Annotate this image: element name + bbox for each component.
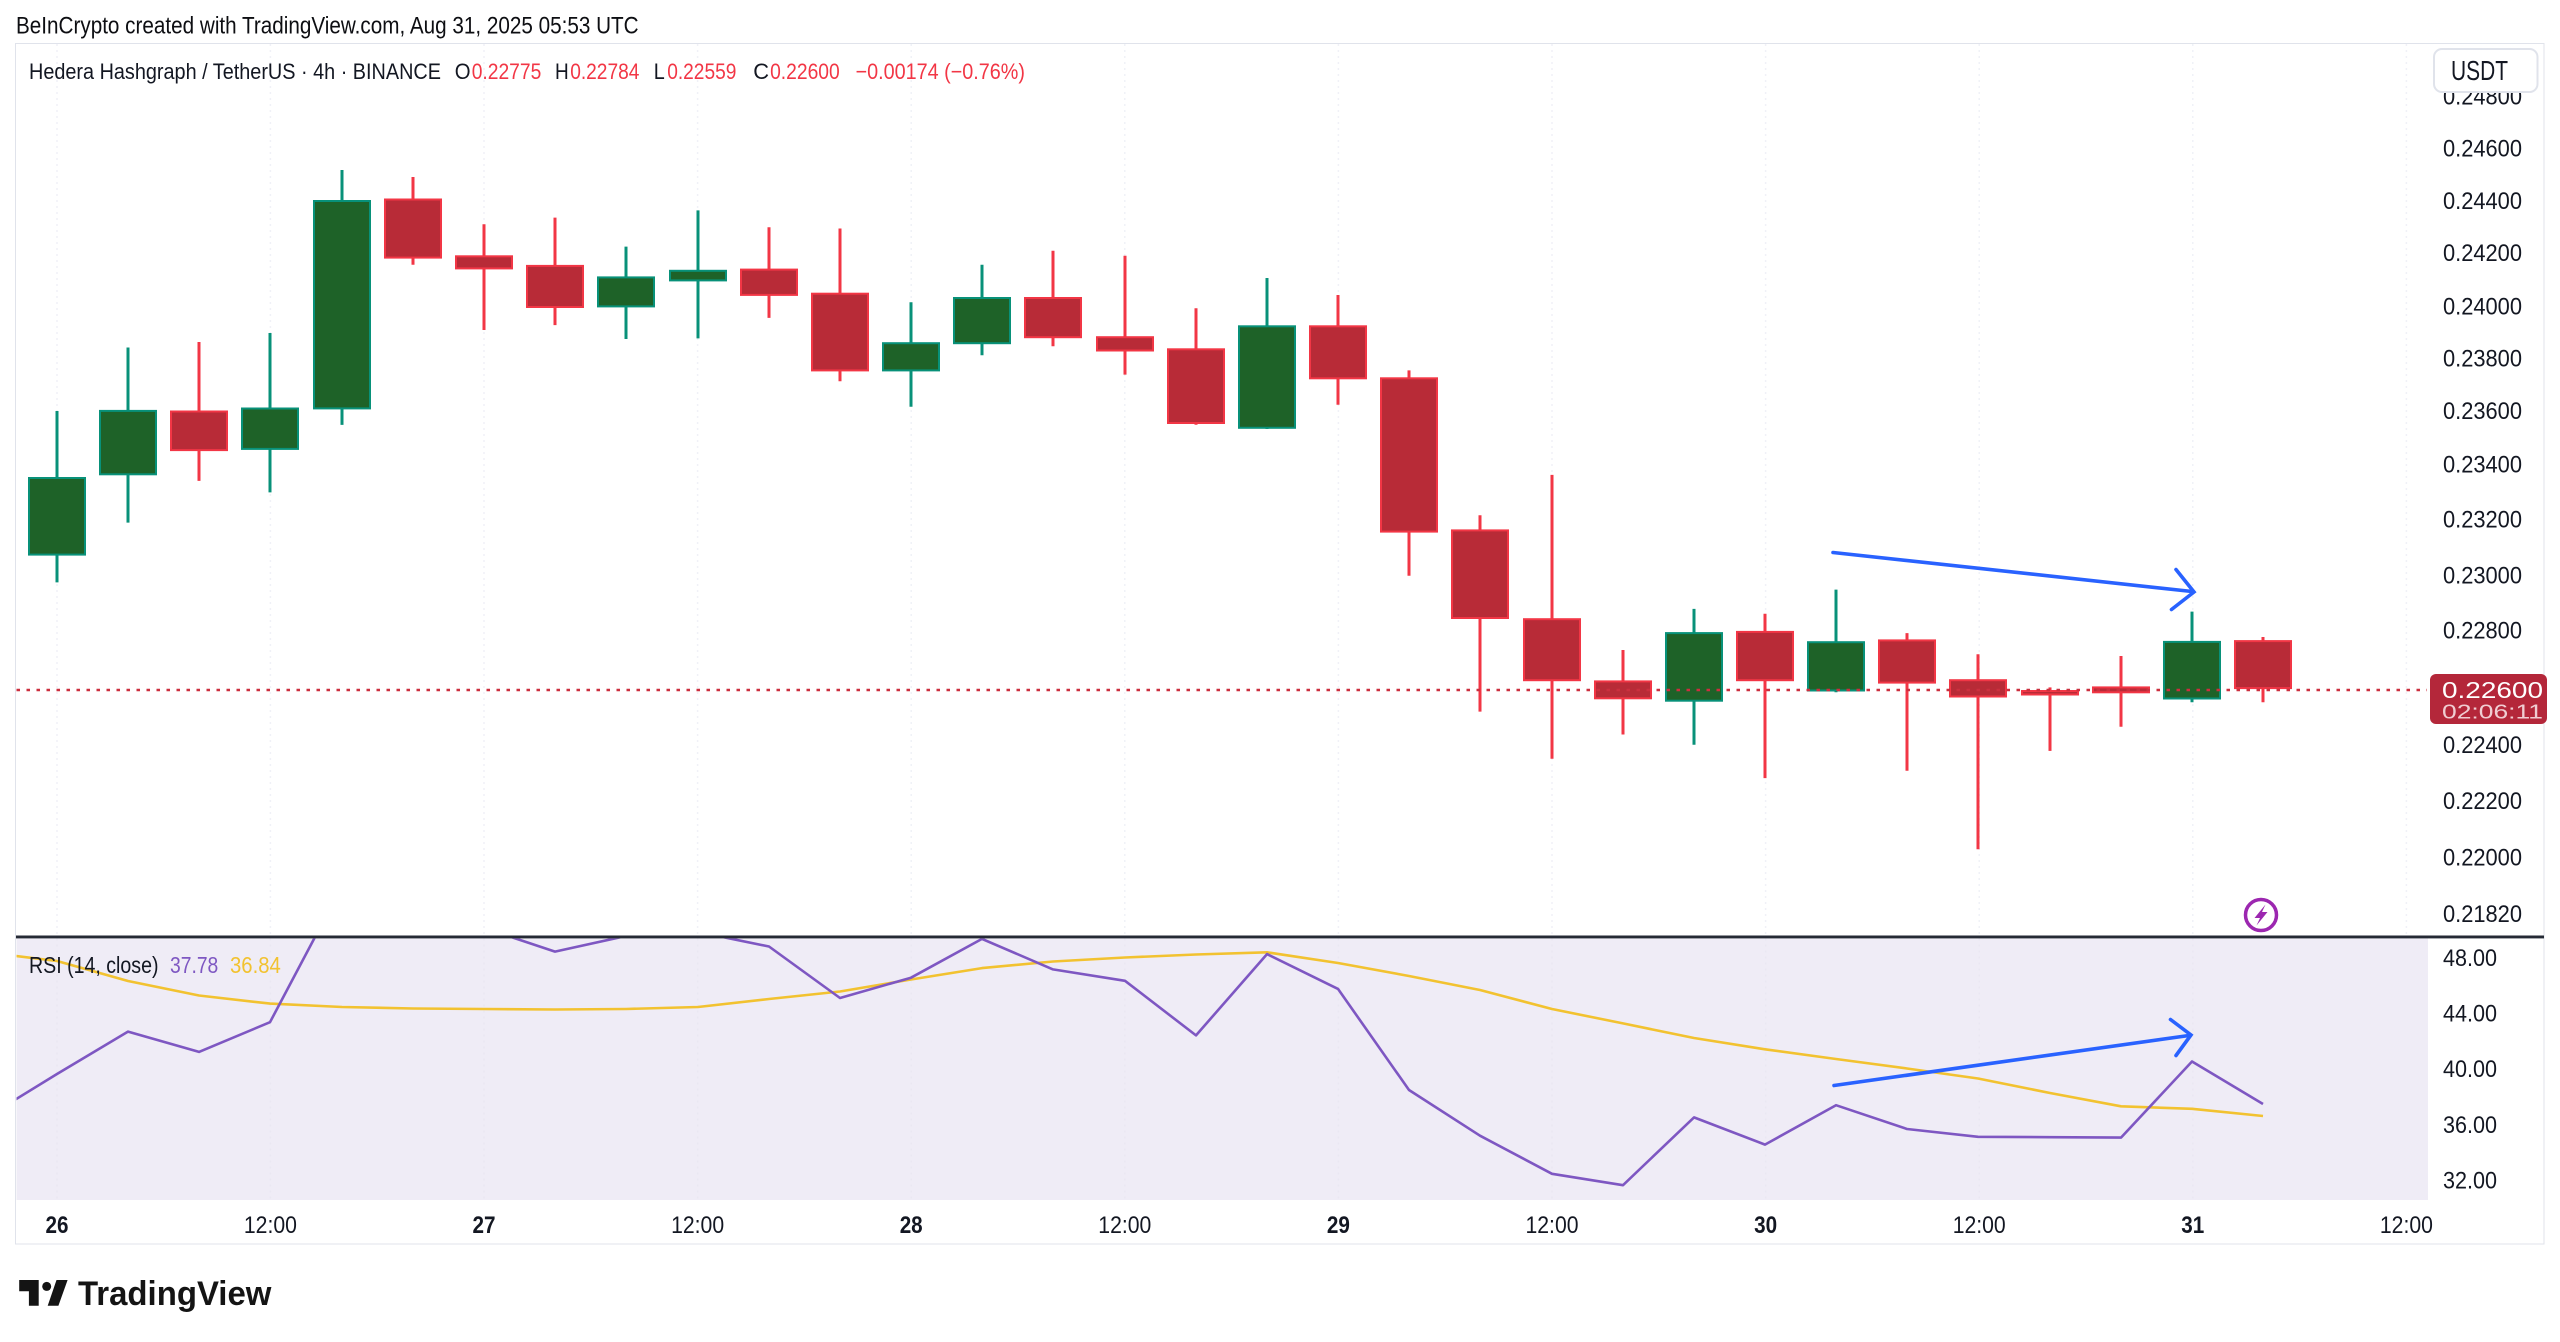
svg-text:0.22775: 0.22775: [472, 59, 542, 84]
svg-text:36.84: 36.84: [230, 952, 281, 978]
svg-text:02:06:11: 02:06:11: [2442, 702, 2543, 724]
svg-text:0.22559: 0.22559: [667, 59, 736, 84]
svg-text:12:00: 12:00: [1953, 1212, 2006, 1239]
svg-text:0.22600: 0.22600: [2442, 677, 2543, 703]
svg-text:40.00: 40.00: [2443, 1056, 2497, 1083]
svg-text:TradingView: TradingView: [78, 1275, 272, 1313]
svg-text:12:00: 12:00: [244, 1212, 297, 1239]
svg-text:12:00: 12:00: [671, 1212, 724, 1239]
svg-text:26: 26: [46, 1212, 69, 1239]
svg-text:0.24600: 0.24600: [2443, 136, 2522, 163]
svg-text:0.23800: 0.23800: [2443, 346, 2522, 373]
svg-text:0.23600: 0.23600: [2443, 398, 2522, 425]
svg-text:C: C: [753, 59, 769, 84]
svg-text:Hedera Hashgraph / TetherUS ·: Hedera Hashgraph / TetherUS · 4h · BINAN…: [29, 59, 441, 84]
svg-text:29: 29: [1327, 1212, 1350, 1239]
svg-text:37.78: 37.78: [170, 952, 218, 978]
svg-text:27: 27: [473, 1212, 496, 1239]
svg-text:0.23000: 0.23000: [2443, 562, 2522, 589]
svg-text:12:00: 12:00: [1526, 1212, 1579, 1239]
svg-text:48.00: 48.00: [2443, 945, 2497, 972]
svg-text:28: 28: [900, 1212, 923, 1239]
svg-text:0.24000: 0.24000: [2443, 294, 2522, 321]
svg-text:0.22800: 0.22800: [2443, 618, 2522, 645]
svg-text:30: 30: [1754, 1212, 1777, 1239]
svg-text:L: L: [654, 59, 665, 84]
svg-text:0.22400: 0.22400: [2443, 732, 2522, 759]
svg-text:RSI (14, close): RSI (14, close): [29, 952, 159, 978]
svg-text:31: 31: [2181, 1212, 2204, 1239]
svg-text:USDT: USDT: [2451, 55, 2508, 86]
svg-text:12:00: 12:00: [1098, 1212, 1151, 1239]
svg-text:0.22200: 0.22200: [2443, 788, 2522, 815]
svg-text:36.00: 36.00: [2443, 1112, 2497, 1139]
svg-text:0.23200: 0.23200: [2443, 507, 2522, 534]
svg-text:12:00: 12:00: [2380, 1212, 2433, 1239]
svg-text:0.21820: 0.21820: [2443, 901, 2522, 928]
svg-text:32.00: 32.00: [2443, 1167, 2497, 1194]
svg-text:O: O: [455, 59, 471, 84]
svg-text:0.24400: 0.24400: [2443, 188, 2522, 215]
svg-text:44.00: 44.00: [2443, 1001, 2497, 1028]
svg-text:H: H: [555, 59, 569, 84]
svg-text:0.23400: 0.23400: [2443, 452, 2522, 479]
svg-text:0.22000: 0.22000: [2443, 845, 2522, 872]
svg-text:BeInCrypto created with Tradin: BeInCrypto created with TradingView.com,…: [16, 13, 639, 40]
svg-text:0.22784: 0.22784: [570, 59, 639, 84]
svg-text:−0.00174 (−0.76%): −0.00174 (−0.76%): [856, 59, 1025, 84]
svg-text:0.22600: 0.22600: [770, 59, 840, 84]
svg-text:0.24200: 0.24200: [2443, 240, 2522, 267]
